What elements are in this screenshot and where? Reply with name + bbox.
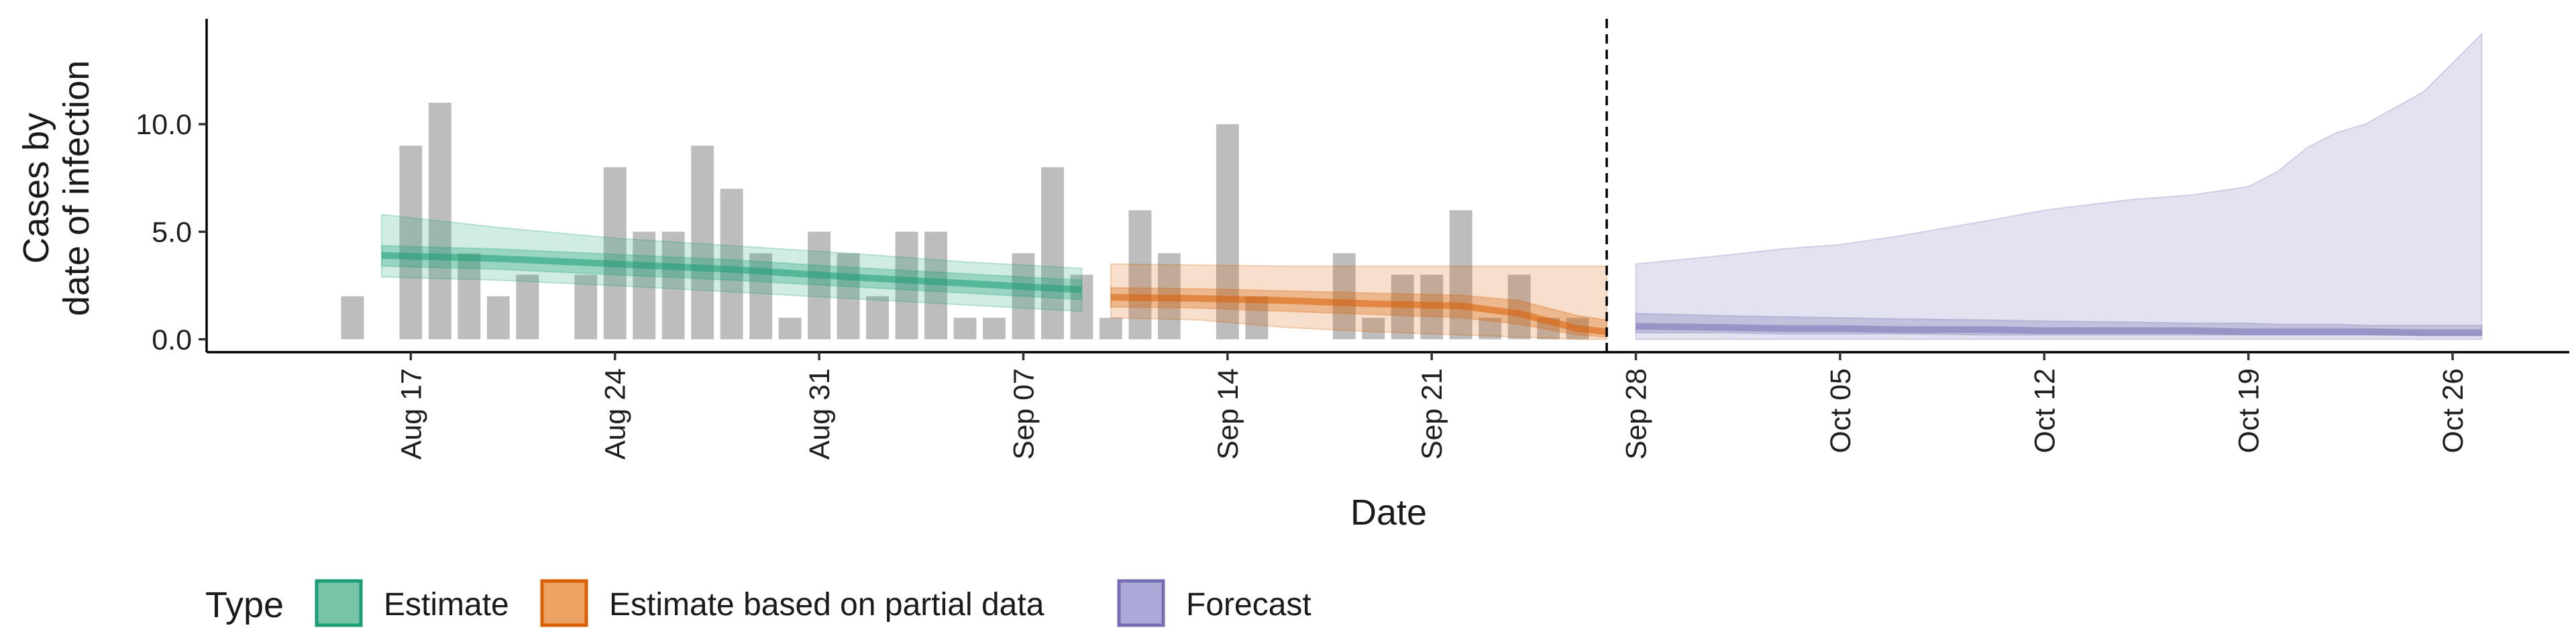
- y-tick-label: 10.0: [136, 109, 192, 141]
- y-axis-title-2: date of infection: [56, 60, 97, 316]
- case-bar: [837, 253, 860, 339]
- case-bar: [1245, 296, 1269, 339]
- partial-estimate-median-line: [1110, 294, 1607, 335]
- case-bar: [574, 274, 598, 339]
- x-tick-label: Oct 05: [1825, 368, 1857, 453]
- x-tick-label: Sep 28: [1621, 368, 1653, 460]
- case-bar: [895, 231, 918, 339]
- case-bar: [399, 146, 423, 339]
- case-bar: [1507, 274, 1531, 339]
- case-bar: [1070, 274, 1093, 339]
- case-bar: [1128, 210, 1152, 339]
- y-tick-label: 5.0: [152, 216, 192, 248]
- y-axis-title-line-2: date of infection: [56, 60, 97, 316]
- forecast-band-90: [1635, 32, 2483, 340]
- case-bar: [1332, 253, 1356, 339]
- x-ticks: Aug 17 Aug 24 Aug 31 Sep 07 Sep 14 Sep 21 Sep …: [395, 352, 2469, 460]
- legend-swatch: [1117, 579, 1165, 627]
- x-tick-label: Aug 24: [600, 368, 632, 460]
- legend-label: Forecast: [1186, 587, 1311, 623]
- y-axis-title-line-1: Cases by: [16, 113, 56, 264]
- case-bar: [778, 317, 802, 339]
- case-bar: [1012, 253, 1035, 339]
- case-bars: [341, 103, 1589, 339]
- x-tick-label: Aug 17: [395, 368, 427, 460]
- legend-swatch: [540, 579, 588, 627]
- legend-swatch: [315, 579, 363, 627]
- case-bar: [866, 296, 890, 339]
- forecast-median-line: [1635, 323, 2482, 337]
- x-tick-label: Oct 12: [2029, 368, 2061, 453]
- legend-title: Type: [205, 585, 284, 625]
- plot-area: [341, 19, 2483, 352]
- case-bar: [1099, 317, 1122, 339]
- case-bar: [983, 317, 1006, 339]
- x-tick-label: Oct 19: [2233, 368, 2265, 453]
- case-bar: [1479, 317, 1502, 339]
- case-bar: [661, 231, 685, 339]
- case-bar: [1449, 210, 1472, 339]
- case-bar: [486, 296, 510, 339]
- estimate-median-line: [381, 252, 1082, 294]
- case-bar: [341, 296, 364, 339]
- x-axis-title: Date: [1350, 492, 1427, 533]
- y-tick-label: 0.0: [152, 324, 192, 356]
- case-bar: [516, 274, 539, 339]
- case-bar: [428, 103, 451, 339]
- legend-label: Estimate based on partial data: [609, 587, 1044, 623]
- x-tick-label: Sep 21: [1416, 368, 1448, 460]
- case-bar: [603, 167, 627, 339]
- legend: Type Estimate Estimate based on partial d…: [205, 579, 1311, 627]
- case-bar: [1041, 167, 1064, 339]
- case-bar: [458, 253, 481, 339]
- legend-label: Estimate: [384, 587, 509, 623]
- case-bar: [691, 146, 714, 339]
- case-bar: [1216, 124, 1239, 339]
- x-tick-label: Sep 14: [1212, 368, 1244, 460]
- y-axis-title: Cases by: [16, 113, 56, 264]
- case-bar: [1362, 317, 1385, 339]
- case-bar: [808, 231, 831, 339]
- case-bar: [720, 189, 743, 339]
- case-bar: [633, 231, 656, 339]
- y-ticks: 0.0 5.0 10.0: [136, 109, 207, 356]
- x-tick-label: Oct 26: [2437, 368, 2469, 453]
- estimate-band-90: [380, 213, 1083, 313]
- axes: 0.0 5.0 10.0 Aug 17 Aug 24 Aug 31 Sep 07 Sep 1…: [136, 19, 2569, 460]
- x-tick-label: Aug 31: [804, 368, 836, 460]
- estimate-ribbons: [380, 32, 2483, 340]
- x-tick-label: Sep 07: [1008, 368, 1040, 460]
- case-bar: [953, 317, 977, 339]
